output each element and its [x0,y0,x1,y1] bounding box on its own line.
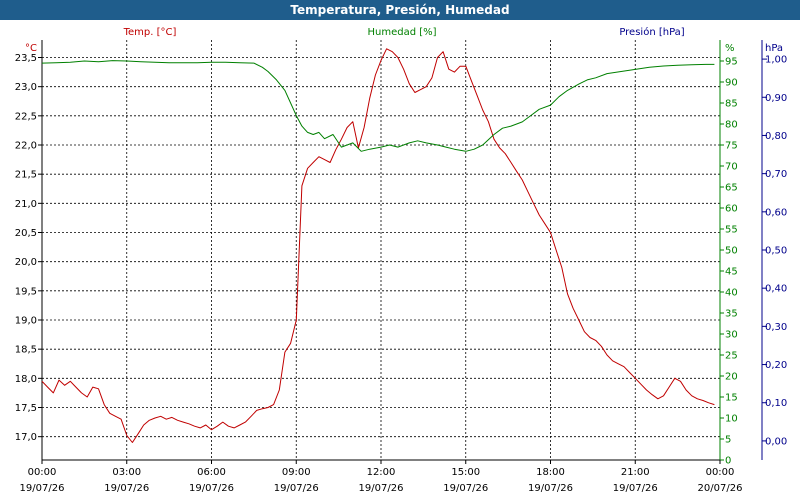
pressure-axis-label: Presión [hPa] [619,26,684,38]
x-tick-date: 19/07/26 [189,483,234,494]
humidity-axis-ticks: 0 5 10 15 20 25 30 35 40 45 50 55 60 65 70 75 80 85 90 95 [720,57,738,467]
temp-tick-label: 22,5 [15,111,37,122]
x-tick-date: 19/07/26 [104,483,149,494]
x-tick-time: 00:00 [706,467,735,478]
x-tick-time: 15:00 [451,467,480,478]
pressure-tick-label: 0,60 [765,207,787,218]
x-tick-date: 19/07/26 [443,483,488,494]
temp-axis-unit: °C [25,43,37,54]
temp-tick-label: 23,5 [15,53,37,64]
temp-tick-label: 23,0 [15,82,37,93]
x-tick-time: 03:00 [112,467,141,478]
pressure-tick-label: 0,90 [765,93,787,104]
x-tick-time: 00:00 [28,467,57,478]
pressure-tick-label: 0,10 [765,398,787,409]
series-layer [41,48,715,443]
x-tick-time: 09:00 [282,467,311,478]
humidity-tick-label: 60 [725,204,738,215]
pressure-tick-label: 0,20 [765,360,787,371]
temp-tick-label: 19,0 [15,316,37,327]
temp-tick-label: 17,0 [15,432,37,443]
chart-title: Temperatura, Presión, Humedad [0,0,800,20]
humidity-tick-label: 70 [725,162,738,173]
temp-tick-label: 22,0 [15,141,37,152]
x-tick-date: 19/07/26 [359,483,404,494]
humidity-tick-label: 20 [725,372,738,383]
pressure-tick-label: 0,00 [765,436,787,447]
temperature-series-line [41,48,715,443]
temp-axis-label: Temp. [°C] [123,27,177,38]
axes-frame [41,40,763,461]
humidity-tick-label: 80 [725,120,738,131]
humidity-tick-label: 35 [725,309,738,320]
humidity-axis-unit: % [725,43,735,54]
humidity-tick-label: 55 [725,225,738,236]
x-tick-date: 19/07/26 [528,483,573,494]
humidity-tick-label: 95 [725,57,738,68]
x-tick-date: 19/07/26 [20,483,65,494]
temp-tick-label: 18,5 [15,345,37,356]
temp-tick-label: 18,0 [15,374,37,385]
humidity-tick-label: 10 [725,414,738,425]
x-tick-date: 19/07/26 [274,483,319,494]
x-tick-date: 19/07/26 [613,483,658,494]
humidity-tick-label: 30 [725,330,738,341]
temp-tick-label: 20,0 [15,257,37,268]
humidity-tick-label: 0 [725,456,731,467]
humidity-tick-label: 50 [725,246,738,257]
x-tick-time: 18:00 [536,467,565,478]
pressure-tick-label: 0,50 [765,246,787,257]
temp-tick-label: 17,5 [15,403,37,414]
humidity-tick-label: 15 [725,393,738,404]
pressure-tick-label: 0,80 [765,131,787,142]
pressure-tick-label: 0,70 [765,169,787,180]
humidity-tick-label: 65 [725,183,738,194]
grid [42,40,720,460]
temp-tick-label: 21,0 [15,199,37,210]
x-tick-time: 06:00 [197,467,226,478]
humidity-axis-label: Humedad [%] [367,27,436,38]
temp-axis-ticks: 17,0 17,5 18,0 18,5 19,0 19,5 20,0 20,5 21,0 21,5… [15,53,42,443]
pressure-tick-label: 1,00 [765,55,787,66]
temp-tick-label: 21,5 [15,170,37,181]
x-tick-time: 12:00 [367,467,396,478]
pressure-tick-label: 0,30 [765,322,787,333]
humidity-tick-label: 90 [725,78,738,89]
pressure-tick-label: 0,40 [765,284,787,295]
humidity-tick-label: 40 [725,288,738,299]
x-tick-time: 21:00 [621,467,650,478]
humidity-tick-label: 75 [725,141,738,152]
humidity-series-line [41,60,715,152]
humidity-tick-label: 85 [725,99,738,110]
humidity-tick-label: 25 [725,351,738,362]
humidity-tick-label: 45 [725,267,738,278]
temp-tick-label: 20,5 [15,228,37,239]
humidity-tick-label: 5 [725,435,731,446]
pressure-axis-unit: hPa [765,43,783,54]
x-tick-date: 20/07/26 [698,483,743,494]
temp-tick-label: 19,5 [15,286,37,297]
x-axis-ticks: 00:00 19/07/26 03:00 19/07/26 06:00 19/07/26 0… [20,460,743,494]
pressure-axis-ticks: 0,00 0,10 0,20 0,30 0,40 0,50 0,60 0,70 0,80 0,90… [762,55,787,447]
chart: 17,0 17,5 18,0 18,5 19,0 19,5 20,0 20,5 21,0 21,5… [15,26,788,494]
